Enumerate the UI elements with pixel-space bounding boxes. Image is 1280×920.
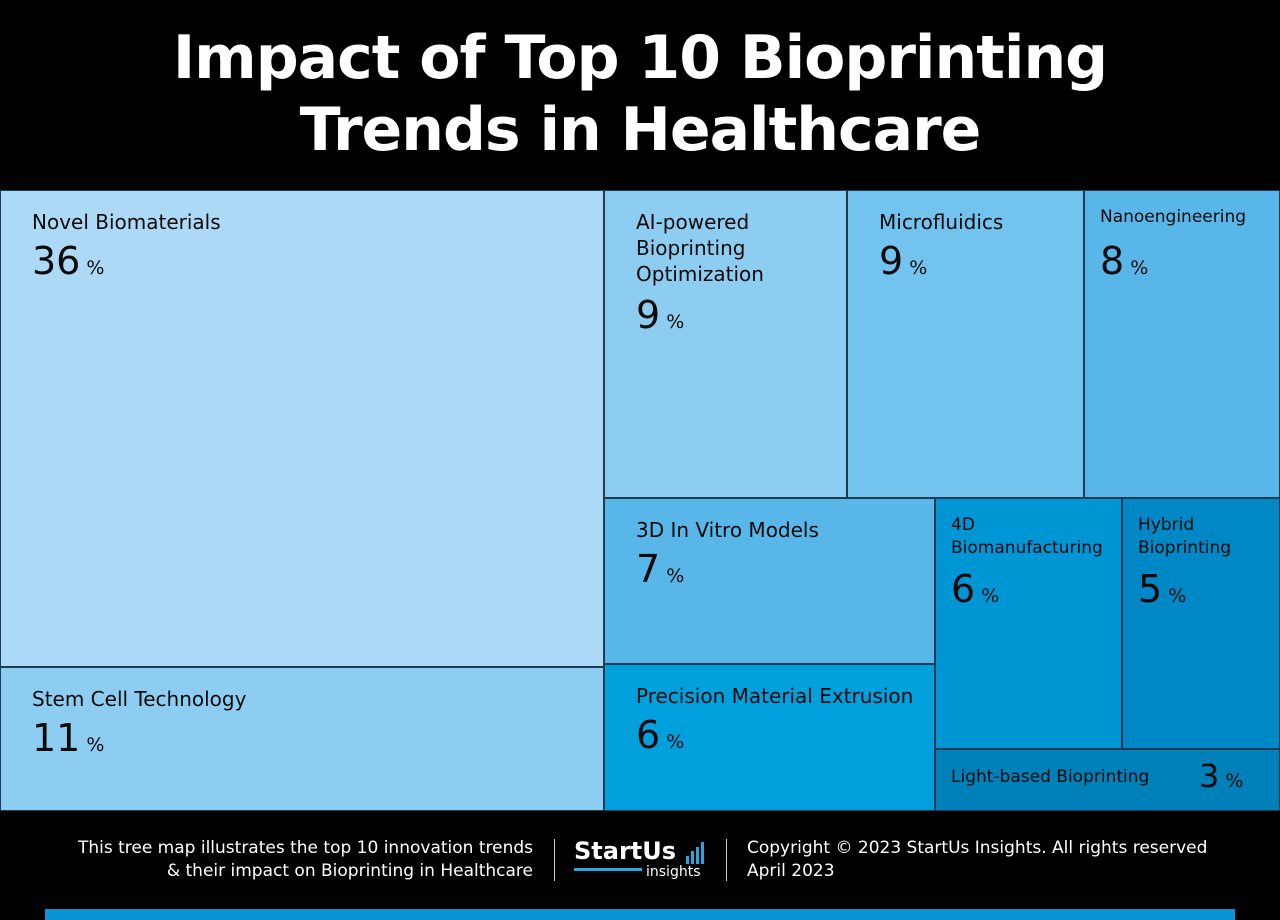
footer-description: This tree map illustrates the top 10 inn… bbox=[13, 837, 533, 883]
startus-logo: StartUs insights bbox=[574, 837, 714, 887]
footer-divider-left bbox=[554, 839, 555, 881]
cell-value: 9% bbox=[636, 293, 685, 337]
cell-value: 36% bbox=[32, 239, 105, 283]
cell-label: Novel Biomaterials bbox=[32, 210, 221, 234]
percent-unit: % bbox=[666, 731, 685, 753]
bottom-accent-bar bbox=[45, 909, 1235, 920]
treemap-cell-light-based-bioprinting: Light-based Bioprinting 3% bbox=[935, 749, 1280, 811]
cell-label: Hybrid Bioprinting bbox=[1138, 515, 1232, 558]
treemap-cell-microfluidics: Microfluidics 9% bbox=[847, 190, 1084, 498]
treemap-cell-ai-powered-bioprinting-optimization: AI-powered Bioprinting Optimization 9% bbox=[604, 190, 847, 498]
cell-label: Precision Material Extrusion bbox=[636, 684, 914, 708]
page-title: Impact of Top 10 Bioprinting Trends in H… bbox=[0, 0, 1280, 166]
title-line-1: Impact of Top 10 Bioprinting bbox=[172, 23, 1108, 93]
treemap-cell-hybrid-bioprinting: Hybrid Bioprinting 5% bbox=[1122, 498, 1280, 749]
treemap-cell-3d-in-vitro-models: 3D In Vitro Models 7% bbox=[604, 498, 935, 664]
cell-value: 6% bbox=[636, 713, 685, 757]
cell-label: 4D Biomanufacturing bbox=[951, 515, 1103, 558]
cell-value: 11% bbox=[32, 716, 105, 760]
percent-unit: % bbox=[86, 257, 105, 279]
cell-label: AI-powered Bioprinting Optimization bbox=[636, 210, 764, 286]
percent-unit: % bbox=[909, 257, 928, 279]
cell-label: Nanoengineering bbox=[1100, 207, 1247, 227]
treemap-chart: Novel Biomaterials 36% Stem Cell Technolog… bbox=[0, 190, 1280, 811]
treemap-cell-precision-material-extrusion: Precision Material Extrusion 6% bbox=[604, 664, 935, 811]
cell-value: 6% bbox=[951, 567, 1000, 611]
percent-unit: % bbox=[1130, 257, 1149, 279]
cell-value: 7% bbox=[636, 547, 685, 591]
title-line-2: Trends in Healthcare bbox=[299, 95, 982, 165]
description-line-2: & their impact on Bioprinting in Healthc… bbox=[166, 861, 533, 881]
percent-unit: % bbox=[1225, 770, 1244, 792]
description-line-1: This tree map illustrates the top 10 inn… bbox=[77, 838, 533, 858]
cell-value: 3% bbox=[1199, 757, 1244, 795]
cell-label: Stem Cell Technology bbox=[32, 687, 247, 711]
treemap-cell-novel-biomaterials: Novel Biomaterials 36% bbox=[0, 190, 604, 667]
percent-unit: % bbox=[86, 734, 105, 756]
footer-divider-right bbox=[726, 839, 727, 881]
copyright-date: April 2023 bbox=[747, 861, 835, 881]
percent-unit: % bbox=[1168, 585, 1187, 607]
footer: This tree map illustrates the top 10 inn… bbox=[0, 811, 1280, 920]
cell-label: 3D In Vitro Models bbox=[636, 518, 819, 542]
cell-value: 8% bbox=[1100, 239, 1149, 283]
treemap-cell-4d-biomanufacturing: 4D Biomanufacturing 6% bbox=[935, 498, 1122, 749]
logo-wordmark: StartUs bbox=[574, 837, 677, 865]
cell-value: 9% bbox=[879, 239, 928, 283]
treemap-cell-nanoengineering: Nanoengineering 8% bbox=[1084, 190, 1280, 498]
cell-value: 5% bbox=[1138, 567, 1187, 611]
percent-unit: % bbox=[666, 311, 685, 333]
percent-unit: % bbox=[981, 585, 1000, 607]
copyright-line-1: Copyright © 2023 StartUs Insights. All r… bbox=[747, 838, 1208, 858]
header: Impact of Top 10 Bioprinting Trends in H… bbox=[0, 0, 1280, 190]
percent-unit: % bbox=[666, 565, 685, 587]
copyright: Copyright © 2023 StartUs Insights. All r… bbox=[747, 837, 1207, 883]
cell-label: Light-based Bioprinting bbox=[951, 767, 1150, 787]
logo-subtitle: insights bbox=[646, 864, 701, 880]
cell-label: Microfluidics bbox=[879, 210, 1004, 234]
logo-underline bbox=[574, 868, 642, 871]
treemap-cell-stem-cell-technology: Stem Cell Technology 11% bbox=[0, 667, 604, 811]
